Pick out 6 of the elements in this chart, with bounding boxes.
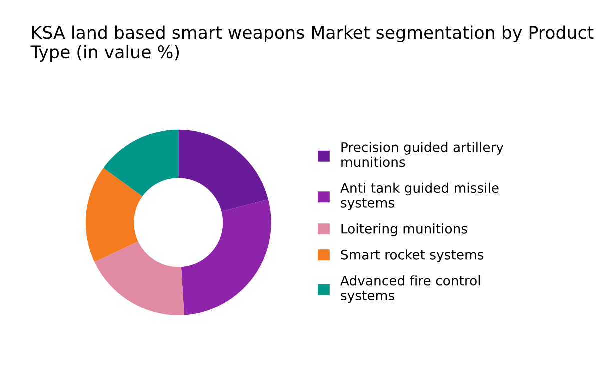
legend-label: Loitering munitions <box>342 224 468 236</box>
legend-label: Precision guided artillery munitions <box>342 142 504 168</box>
chart-title: KSA land based smart weapons Market segmentation by Product Type (in value %) <box>30 26 594 62</box>
legend-label: Advanced fire control systems <box>340 276 480 304</box>
legend-label: Smart rocket systems <box>341 250 484 262</box>
legend-label: Anti tank guided missile systems <box>340 182 499 210</box>
